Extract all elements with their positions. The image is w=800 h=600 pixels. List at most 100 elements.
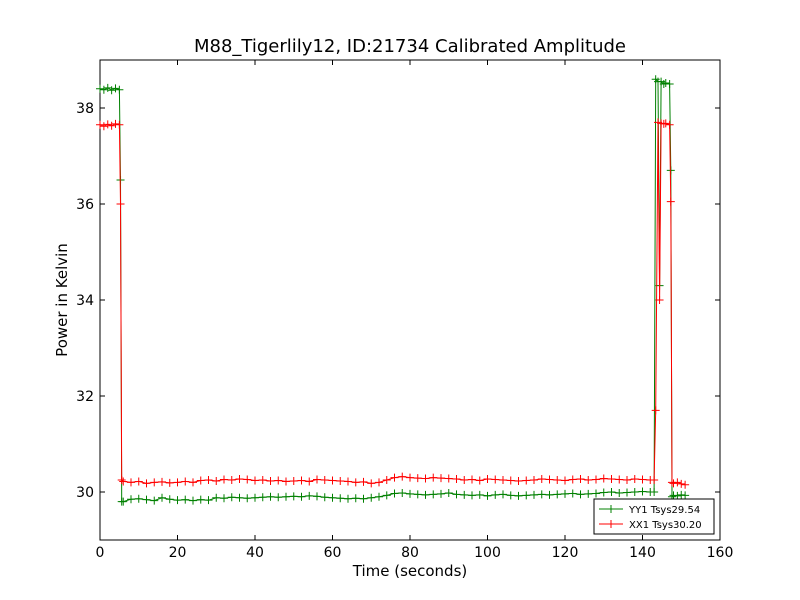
data-point — [592, 475, 600, 484]
data-point — [576, 475, 585, 484]
data-point — [258, 476, 267, 484]
data-point — [530, 476, 538, 484]
data-point — [561, 489, 569, 498]
data-point — [673, 478, 682, 487]
x-axis-label: Time (seconds) — [352, 562, 468, 580]
data-point — [305, 491, 314, 500]
data-point — [158, 493, 166, 502]
data-point — [351, 478, 360, 487]
x-tick-label: 140 — [629, 545, 656, 561]
plot-area — [96, 59, 721, 541]
data-point — [351, 494, 360, 503]
data-point — [638, 487, 647, 496]
series-1 — [96, 118, 690, 489]
data-point — [320, 476, 329, 484]
y-tick-label: 32 — [76, 389, 94, 405]
data-point — [111, 84, 120, 93]
data-point — [506, 491, 515, 500]
data-point — [666, 197, 675, 206]
data-point — [196, 476, 205, 485]
data-point — [107, 86, 116, 95]
data-point — [561, 476, 569, 485]
data-point — [305, 477, 314, 486]
plot-frame — [99, 59, 721, 541]
series-0 — [96, 75, 690, 506]
data-point — [382, 476, 391, 484]
y-tick-label: 34 — [76, 293, 94, 309]
x-tick-label: 40 — [246, 545, 264, 561]
data-point — [413, 490, 422, 499]
data-point — [468, 475, 476, 484]
data-point — [212, 493, 221, 502]
data-point — [398, 472, 407, 481]
data-point — [677, 479, 686, 488]
data-point — [576, 490, 585, 499]
data-point — [630, 488, 639, 496]
data-point — [119, 477, 128, 486]
data-point — [134, 477, 143, 486]
data-point — [475, 476, 484, 485]
data-point — [623, 488, 631, 497]
data-point — [165, 478, 174, 487]
data-point — [297, 476, 306, 485]
data-point — [568, 475, 577, 484]
data-point — [142, 479, 151, 488]
data-point — [328, 493, 337, 502]
x-tick-label: 0 — [96, 545, 105, 561]
data-point — [568, 489, 577, 498]
data-point — [483, 475, 492, 484]
data-point — [282, 492, 290, 501]
legend: YY1 Tsys29.54 XX1 Tsys30.20 — [593, 498, 715, 535]
data-point — [506, 476, 515, 485]
data-point — [220, 494, 228, 503]
data-point — [367, 493, 376, 502]
data-point — [375, 478, 383, 487]
y-tick-label: 38 — [76, 101, 94, 117]
data-point — [429, 490, 438, 499]
data-point — [444, 488, 453, 497]
data-point — [553, 490, 562, 499]
legend-marker — [607, 505, 615, 513]
data-point — [592, 489, 600, 498]
data-point — [204, 476, 213, 484]
data-point — [115, 85, 124, 94]
data-point — [499, 476, 507, 484]
data-point — [491, 490, 500, 499]
data-point — [158, 477, 166, 486]
data-point — [437, 474, 445, 483]
data-point — [266, 476, 275, 485]
data-point — [173, 478, 182, 487]
data-point — [212, 476, 221, 485]
x-tick-label: 60 — [324, 545, 342, 561]
data-point — [189, 478, 197, 487]
data-point — [681, 480, 690, 489]
legend-box — [593, 498, 715, 535]
y-axis-label: Power in Kelvin — [53, 243, 71, 357]
data-point — [235, 493, 244, 502]
data-point — [413, 474, 422, 483]
data-point — [584, 476, 593, 484]
data-point — [382, 491, 391, 500]
data-point — [328, 476, 337, 485]
data-point — [375, 492, 383, 501]
data-point — [514, 476, 523, 485]
data-point — [297, 492, 306, 501]
data-point — [483, 491, 492, 500]
data-point — [181, 477, 190, 486]
data-point — [189, 496, 197, 505]
data-point — [96, 120, 104, 129]
data-point — [115, 120, 124, 129]
data-point — [651, 406, 660, 415]
data-point — [313, 475, 321, 484]
data-point — [615, 488, 624, 497]
data-point — [460, 476, 469, 484]
data-point — [196, 495, 205, 504]
data-point — [468, 491, 476, 500]
x-axis-ticks: 0 20 40 60 80 100 120 140 160 — [96, 60, 733, 561]
x-tick-label: 120 — [552, 545, 579, 561]
data-point — [220, 475, 228, 484]
data-point — [344, 494, 352, 503]
data-point — [623, 476, 631, 484]
data-point — [99, 122, 108, 131]
data-point — [514, 491, 523, 500]
